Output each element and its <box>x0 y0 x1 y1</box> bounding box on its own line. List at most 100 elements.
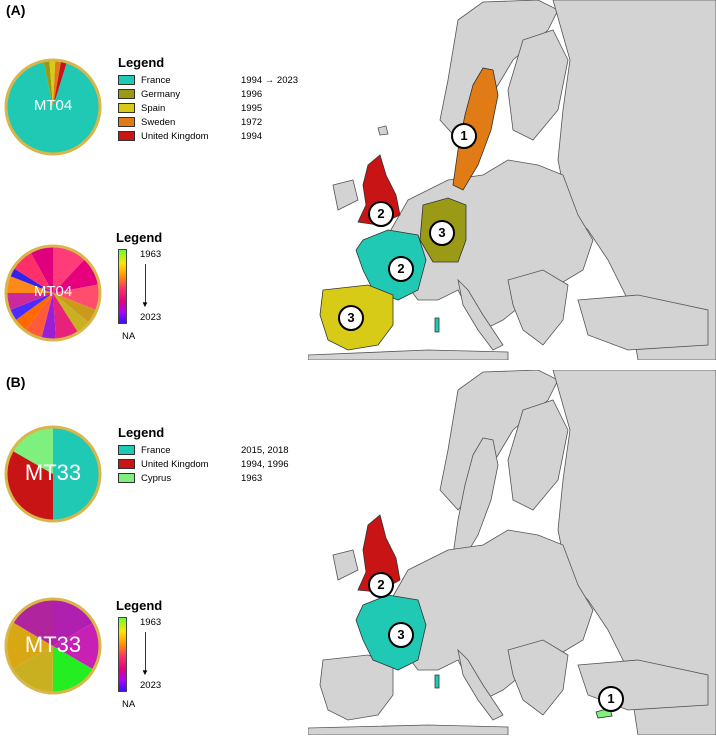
corsica <box>434 674 440 689</box>
legend-swatch <box>118 473 135 483</box>
year-gradient-bar <box>118 249 127 324</box>
country-pie-a-label: MT04 <box>33 97 73 114</box>
legend-year: 1996 <box>241 88 263 100</box>
legend-title: Legend <box>116 598 163 613</box>
rank-marker-germany: 3 <box>429 220 455 246</box>
iceland <box>377 125 389 136</box>
italy <box>457 648 504 721</box>
year-pie-chart-b: MT33 <box>3 596 103 701</box>
turkey <box>577 294 709 351</box>
legend-year: 1994 <box>241 130 263 142</box>
russia-east <box>552 370 716 735</box>
legend-country: France <box>141 444 171 456</box>
legend-row-cyprus: Cyprus 1963 <box>118 471 289 485</box>
panel-a-label: (A) <box>6 2 26 18</box>
legend-swatch <box>118 131 135 141</box>
balkans <box>507 269 569 346</box>
gradient-na-label: NA <box>122 331 136 342</box>
gradient-bottom-year: 2023 <box>140 312 162 323</box>
legend-country: United Kingdom <box>141 130 209 142</box>
europe-map-b-svg <box>308 370 716 735</box>
pie-slice <box>43 60 53 107</box>
country-pie-b-label: MT33 <box>24 460 82 485</box>
year-pie-b-svg <box>4 597 102 695</box>
pie-outline <box>4 425 102 523</box>
pie-outline <box>4 244 102 342</box>
gradient-na-label: NA <box>122 699 136 710</box>
legend-title: Legend <box>118 55 165 70</box>
pie-slice <box>9 293 53 321</box>
pie-slice <box>30 246 53 293</box>
year-pie-chart-a: MT04 <box>3 243 103 348</box>
pie-slice <box>14 293 54 332</box>
gradient-top-year: 1963 <box>140 249 162 260</box>
legend-row-france: France 1994 → 2023 <box>118 73 298 87</box>
year-pie-a-label: MT04 <box>33 283 73 300</box>
pie-slice <box>53 60 62 107</box>
spain <box>319 654 394 721</box>
europe-map-a-svg <box>308 0 716 360</box>
legend-year: 2015, 2018 <box>241 444 289 456</box>
year-gradient-bar <box>118 617 127 692</box>
country-pie-b-svg <box>4 425 102 523</box>
legend-row-united-kingdom: United Kingdom 1994 <box>118 129 298 143</box>
gradient-arrow-head-icon: ▼ <box>141 300 149 309</box>
legend-row-united-kingdom: United Kingdom 1994, 1996 <box>118 457 289 471</box>
pie-outline <box>4 58 102 156</box>
legend-year: 1995 <box>241 102 263 114</box>
pie-slice <box>6 293 53 311</box>
corsica <box>434 317 440 333</box>
country-pie-chart-a: MT04 <box>3 57 103 162</box>
north-africa <box>308 349 509 360</box>
legend-swatch <box>118 89 135 99</box>
ireland <box>332 549 359 581</box>
legend-year: 1994 → 2023 <box>241 74 299 86</box>
rank-marker-spain: 3 <box>338 305 364 331</box>
legend-country: Cyprus <box>141 472 172 484</box>
year-gradient-legend-b: Legend 1963 ▼ 2023 NA <box>116 598 196 710</box>
gradient-arrow-shaft <box>145 632 146 672</box>
rank-marker-france: 3 <box>388 622 414 648</box>
pie-slice <box>6 275 53 293</box>
pie-slice <box>49 60 56 107</box>
legend-title: Legend <box>118 425 165 440</box>
finland <box>507 29 569 141</box>
gradient-bottom-year: 2023 <box>140 680 162 691</box>
legend-country: Sweden <box>141 116 176 128</box>
russia-east <box>552 0 716 360</box>
pie-slice <box>53 246 86 293</box>
rank-marker-united-kingdom: 2 <box>368 572 394 598</box>
italy <box>457 278 504 351</box>
legend-year: 1972 <box>241 116 263 128</box>
legend-row-spain: Spain 1995 <box>118 101 298 115</box>
legend-swatch <box>118 117 135 127</box>
north-africa <box>308 724 509 735</box>
pie-slice <box>5 60 100 154</box>
finland <box>507 399 569 511</box>
legend-row-sweden: Sweden 1972 <box>118 115 298 129</box>
legend-country: Germany <box>141 88 181 100</box>
year-pie-a-svg <box>4 244 102 342</box>
rank-marker-sweden: 1 <box>451 123 477 149</box>
pie-slice <box>41 293 56 340</box>
legend-year: 1963 <box>241 472 263 484</box>
legend-swatch <box>118 103 135 113</box>
pie-slice <box>53 293 79 340</box>
legend-swatch <box>118 445 135 455</box>
legend-country: Spain <box>141 102 166 114</box>
panel-b-label: (B) <box>6 374 26 390</box>
year-gradient-legend-a: Legend 1963 ▼ 2023 NA <box>116 230 196 342</box>
pie-slice <box>13 251 53 293</box>
country-pie-a-svg <box>4 58 102 156</box>
pie-slice <box>25 293 53 339</box>
gradient-arrow-head-icon: ▼ <box>141 668 149 677</box>
pie-slice <box>53 258 100 293</box>
europe-map-a <box>308 0 716 360</box>
country-legend-b: Legend France 2015, 2018 United Kingdom 199… <box>118 425 289 485</box>
rank-marker-france: 2 <box>388 256 414 282</box>
country-pie-chart-b: MT33 <box>3 424 103 529</box>
pie-slice <box>53 293 97 323</box>
legend-swatch <box>118 459 135 469</box>
balkans <box>507 639 569 716</box>
pie-slice <box>5 622 54 670</box>
